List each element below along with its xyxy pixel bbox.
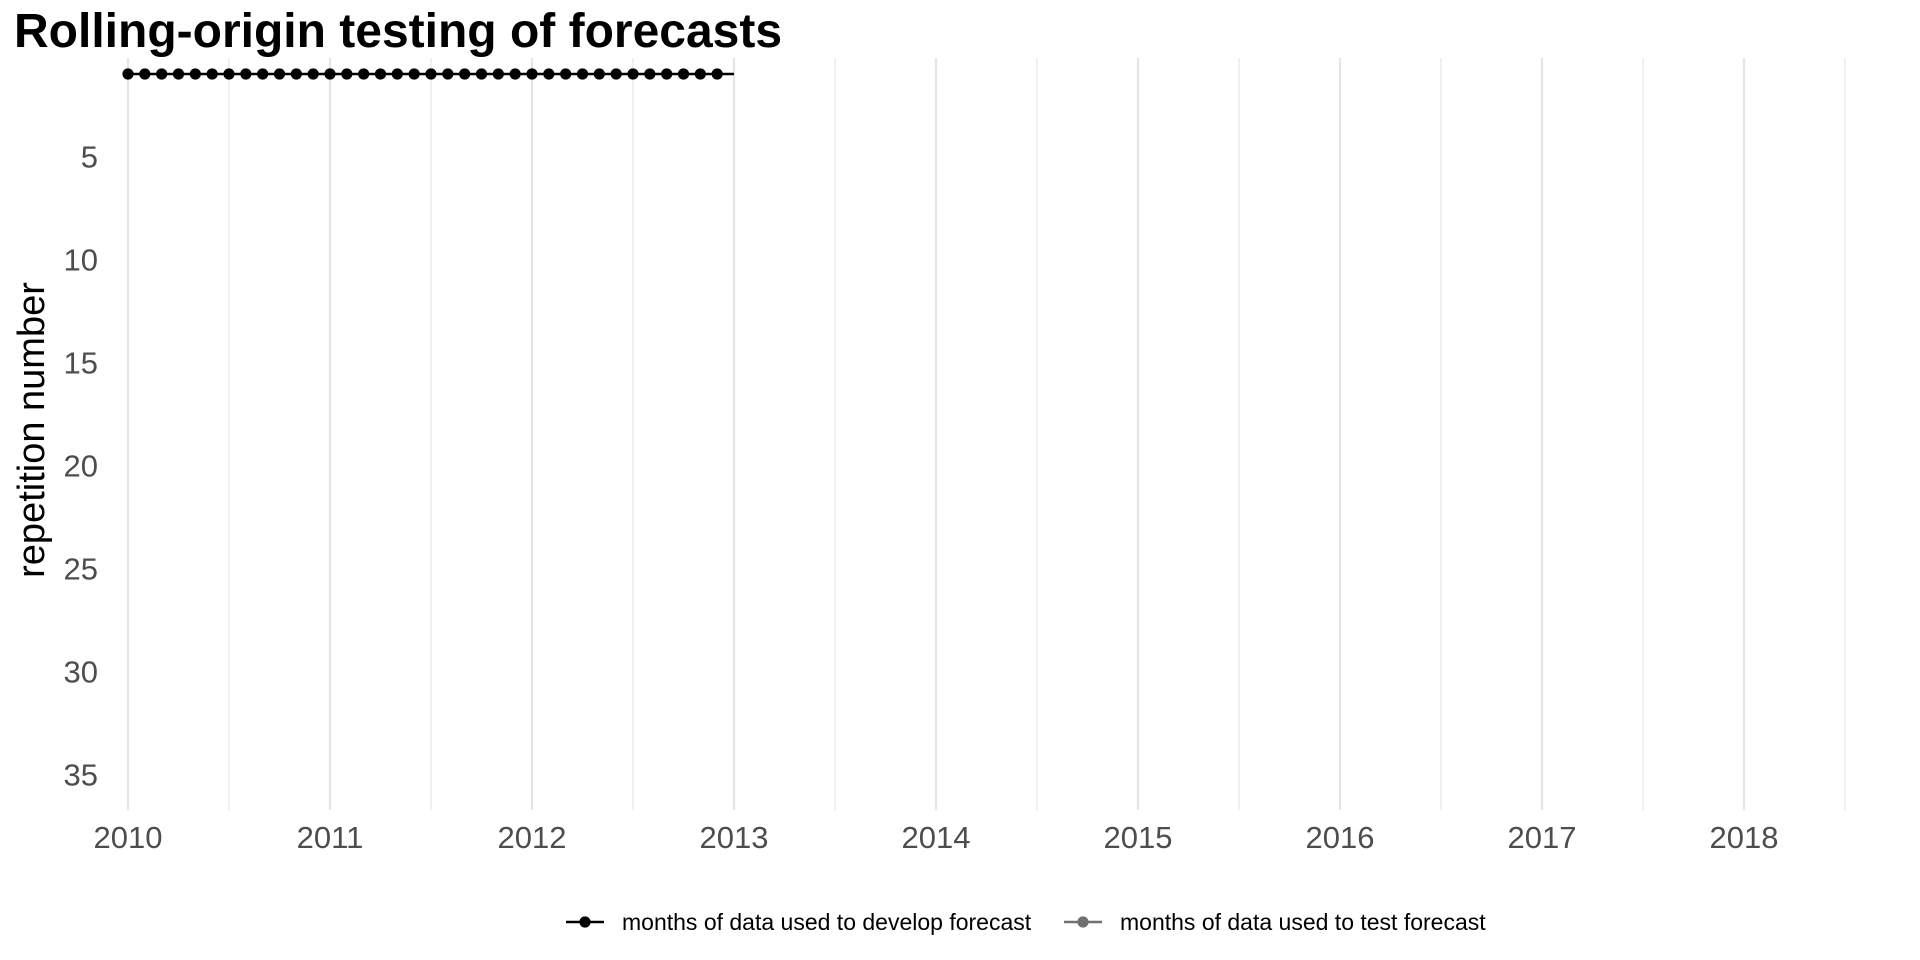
- x-tick-label: 2010: [94, 820, 163, 855]
- data-point: [156, 68, 168, 80]
- gridlines: [126, 58, 1846, 810]
- series-layer: [122, 68, 734, 80]
- x-tick-label: 2012: [498, 820, 567, 855]
- y-axis-ticks: 5 10 15 20 25 30 35: [64, 139, 98, 792]
- data-point: [475, 68, 488, 80]
- data-point: [324, 68, 336, 80]
- data-point: [560, 68, 572, 80]
- legend: months of data used to develop forecast m…: [566, 909, 1486, 935]
- y-tick-label: 20: [64, 448, 98, 483]
- y-tick-label: 5: [81, 139, 98, 174]
- data-point: [341, 68, 353, 80]
- data-point: [172, 68, 185, 80]
- data-point: [677, 68, 690, 80]
- x-axis-ticks: 2010 2011 2012 2013 2014 2015 2016 2017 2018: [94, 820, 1779, 855]
- data-point: [139, 68, 151, 80]
- data-point: [442, 68, 454, 80]
- data-point: [290, 68, 302, 80]
- data-point: [257, 68, 269, 80]
- y-tick-label: 35: [64, 757, 98, 792]
- y-tick-label: 10: [64, 242, 98, 277]
- legend-label: months of data used to test forecast: [1120, 909, 1486, 935]
- legend-key-dot: [1077, 916, 1089, 928]
- data-point: [526, 68, 538, 80]
- x-tick-label: 2018: [1710, 820, 1779, 855]
- data-point: [307, 68, 319, 80]
- data-point: [122, 68, 134, 80]
- data-point: [509, 68, 521, 80]
- data-point: [644, 68, 656, 80]
- data-point: [711, 68, 723, 80]
- y-axis-title: repetition number: [11, 282, 53, 578]
- legend-item: months of data used to test forecast: [1064, 909, 1486, 935]
- x-tick-label: 2016: [1306, 820, 1375, 855]
- data-point: [492, 68, 504, 80]
- data-point: [661, 68, 673, 80]
- data-point: [223, 68, 235, 80]
- y-tick-label: 15: [64, 345, 98, 380]
- data-point: [189, 68, 201, 80]
- data-point: [576, 68, 589, 80]
- data-point: [408, 68, 420, 80]
- y-tick-label: 25: [64, 551, 98, 586]
- x-tick-label: 2015: [1104, 820, 1173, 855]
- y-tick-label: 30: [64, 654, 98, 689]
- data-point: [374, 68, 387, 80]
- data-point: [391, 68, 403, 80]
- data-point: [206, 68, 218, 80]
- legend-label: months of data used to develop forecast: [622, 909, 1032, 935]
- series-develop: [122, 68, 734, 80]
- x-tick-label: 2013: [700, 820, 769, 855]
- data-point: [610, 68, 622, 80]
- data-point: [694, 68, 706, 80]
- legend-key-dot: [579, 916, 591, 928]
- data-point: [425, 68, 437, 80]
- data-point: [627, 68, 639, 80]
- legend-item: months of data used to develop forecast: [566, 909, 1032, 935]
- data-point: [273, 68, 286, 80]
- data-point: [593, 68, 605, 80]
- data-point: [240, 68, 252, 80]
- x-tick-label: 2011: [297, 820, 364, 855]
- data-point: [459, 68, 471, 80]
- x-tick-label: 2017: [1508, 820, 1577, 855]
- x-tick-label: 2014: [902, 820, 971, 855]
- data-point: [358, 68, 370, 80]
- data-point: [543, 68, 555, 80]
- chart-title: Rolling-origin testing of forecasts: [14, 5, 783, 58]
